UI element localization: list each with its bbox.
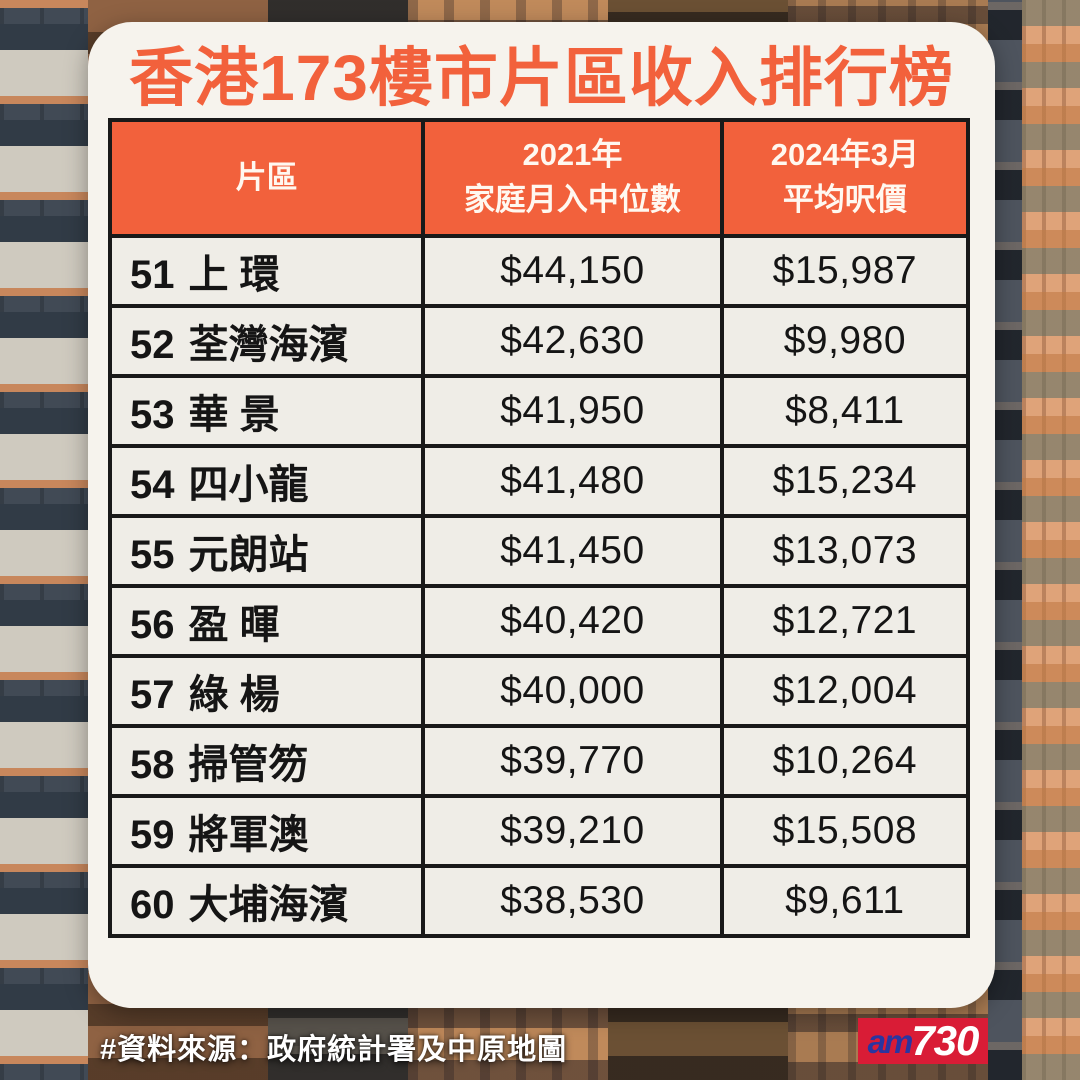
district-cell: 58 掃管笏	[107, 724, 426, 798]
district-cell: 52 荃灣海濱	[107, 304, 426, 378]
district-rank: 55	[130, 533, 175, 577]
district-name: 華 景	[188, 393, 280, 437]
district-name: 將軍澳	[188, 813, 309, 857]
table-row: 52 荃灣海濱 $42,630 $9,980	[107, 304, 971, 378]
district-rank: 57	[130, 673, 175, 717]
district-name: 大埔海濱	[188, 883, 349, 927]
col-header-income: 2021年 家庭月入中位數	[421, 118, 724, 238]
district-cell: 51 上 環	[107, 234, 426, 308]
district-cell: 56 盈 暉	[107, 584, 426, 658]
price-cell: $15,234	[719, 444, 971, 518]
col-header-income-line2: 家庭月入中位數	[463, 182, 681, 217]
district-name: 盈 暉	[188, 603, 280, 647]
district-cell: 60 大埔海濱	[107, 864, 426, 938]
price-cell: $9,980	[719, 304, 971, 378]
price-cell: $8,411	[719, 374, 971, 448]
table-row: 59 將軍澳 $39,210 $15,508	[107, 794, 971, 868]
district-rank: 51	[130, 253, 175, 297]
income-cell: $39,770	[421, 724, 724, 798]
table-row: 60 大埔海濱 $38,530 $9,611	[107, 864, 971, 938]
district-name: 荃灣海濱	[188, 323, 349, 367]
am730-logo: am 730	[858, 1018, 988, 1064]
table-row: 53 華 景 $41,950 $8,411	[107, 374, 971, 448]
district-rank: 52	[130, 323, 175, 367]
district-cell: 55 元朗站	[107, 514, 426, 588]
col-header-price-line1: 2024年3月	[770, 137, 919, 173]
table-row: 51 上 環 $44,150 $15,987	[107, 234, 971, 308]
table-row: 55 元朗站 $41,450 $13,073	[107, 514, 971, 588]
price-cell: $15,508	[719, 794, 971, 868]
building-facade-right	[1022, 0, 1080, 1080]
income-cell: $40,000	[421, 654, 724, 728]
col-header-price-line2: 平均呎價	[782, 182, 907, 217]
district-cell: 59 將軍澳	[107, 794, 426, 868]
col-header-district: 片區	[107, 118, 426, 238]
district-rank: 56	[130, 603, 175, 647]
table-row: 56 盈 暉 $40,420 $12,721	[107, 584, 971, 658]
price-cell: $9,611	[719, 864, 971, 938]
district-cell: 57 綠 楊	[107, 654, 426, 728]
district-cell: 54 四小龍	[107, 444, 426, 518]
table-row: 54 四小龍 $41,480 $15,234	[107, 444, 971, 518]
district-name: 上 環	[188, 253, 280, 297]
district-cell: 53 華 景	[107, 374, 426, 448]
price-cell: $10,264	[719, 724, 971, 798]
district-name: 綠 楊	[188, 673, 280, 717]
price-cell: $13,073	[719, 514, 971, 588]
income-cell: $40,420	[421, 584, 724, 658]
income-cell: $38,530	[421, 864, 724, 938]
district-rank: 60	[130, 883, 175, 927]
infographic-card: 香港173樓市片區收入排行榜 片區 2021年 家庭月入中位數 2024年3月 …	[88, 22, 995, 1008]
district-rank: 54	[130, 463, 175, 507]
district-name: 元朗站	[188, 533, 309, 577]
price-cell: $12,721	[719, 584, 971, 658]
district-rank: 59	[130, 813, 175, 857]
col-header-district-label: 片區	[235, 159, 298, 195]
price-cell: $12,004	[719, 654, 971, 728]
table-row: 57 綠 楊 $40,000 $12,004	[107, 654, 971, 728]
am730-logo-number: 730	[911, 1017, 979, 1064]
table-row: 58 掃管笏 $39,770 $10,264	[107, 724, 971, 798]
income-cell: $39,210	[421, 794, 724, 868]
col-header-income-line1: 2021年	[522, 137, 623, 173]
income-cell: $41,450	[421, 514, 724, 588]
table-header-row: 片區 2021年 家庭月入中位數 2024年3月 平均呎價	[107, 118, 971, 238]
income-cell: $41,480	[421, 444, 724, 518]
district-rank: 58	[130, 743, 175, 787]
income-cell: $41,950	[421, 374, 724, 448]
income-cell: $42,630	[421, 304, 724, 378]
building-facade-left	[0, 0, 88, 1080]
income-cell: $44,150	[421, 234, 724, 308]
source-note: #資料來源：政府統計署及中原地圖	[100, 1034, 568, 1066]
price-cell: $15,987	[719, 234, 971, 308]
am730-logo-am: am	[867, 1022, 914, 1060]
district-rank: 53	[130, 393, 175, 437]
col-header-price: 2024年3月 平均呎價	[719, 118, 971, 238]
district-name: 掃管笏	[188, 743, 309, 787]
district-name: 四小龍	[188, 463, 309, 507]
page-title: 香港173樓市片區收入排行榜	[129, 42, 954, 114]
ranking-table: 片區 2021年 家庭月入中位數 2024年3月 平均呎價 51 上 環 $44,…	[107, 118, 971, 938]
